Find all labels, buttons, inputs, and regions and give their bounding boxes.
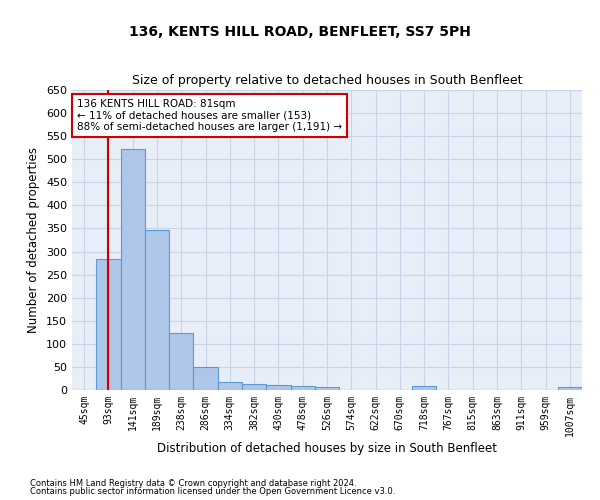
X-axis label: Distribution of detached houses by size in South Benfleet: Distribution of detached houses by size …: [157, 442, 497, 454]
Bar: [121, 148, 145, 390]
Bar: [558, 387, 582, 390]
Text: 136 KENTS HILL ROAD: 81sqm
← 11% of detached houses are smaller (153)
88% of sem: 136 KENTS HILL ROAD: 81sqm ← 11% of deta…: [77, 99, 342, 132]
Bar: [193, 368, 218, 390]
Bar: [266, 385, 290, 390]
Bar: [218, 382, 242, 390]
Text: Contains public sector information licensed under the Open Government Licence v3: Contains public sector information licen…: [30, 487, 395, 496]
Text: 136, KENTS HILL ROAD, BENFLEET, SS7 5PH: 136, KENTS HILL ROAD, BENFLEET, SS7 5PH: [129, 25, 471, 39]
Bar: [242, 384, 266, 390]
Bar: [96, 260, 121, 390]
Bar: [412, 386, 436, 390]
Bar: [315, 387, 339, 390]
Title: Size of property relative to detached houses in South Benfleet: Size of property relative to detached ho…: [132, 74, 522, 88]
Bar: [145, 230, 169, 390]
Bar: [169, 333, 193, 390]
Text: Contains HM Land Registry data © Crown copyright and database right 2024.: Contains HM Land Registry data © Crown c…: [30, 478, 356, 488]
Y-axis label: Number of detached properties: Number of detached properties: [28, 147, 40, 333]
Bar: [290, 386, 315, 390]
